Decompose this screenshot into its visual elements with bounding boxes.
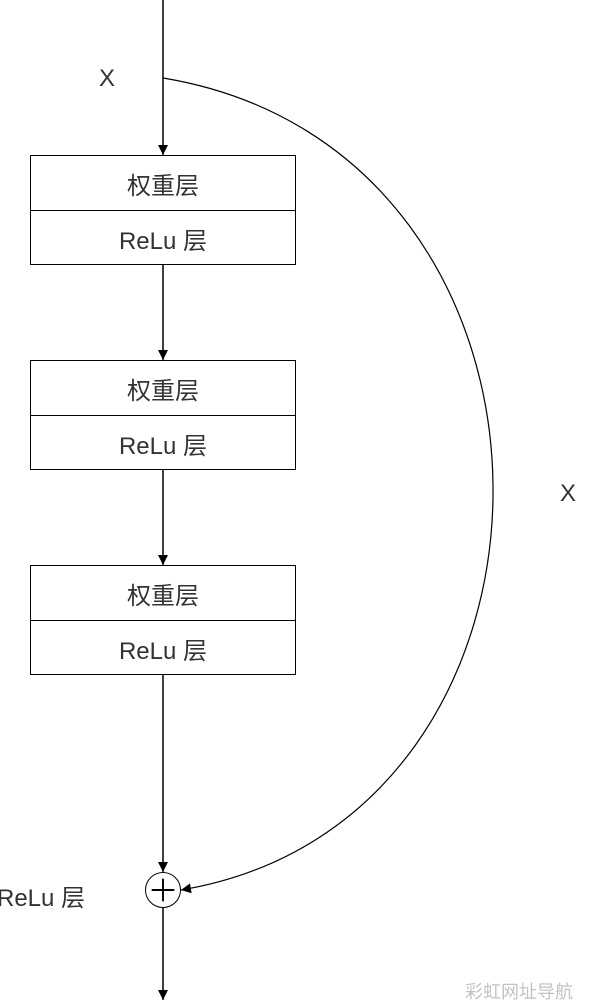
add-node xyxy=(145,872,181,908)
layer-cell: 权重层 xyxy=(31,361,295,416)
layer-cell: ReLu 层 xyxy=(31,211,295,266)
layer-cell: ReLu 层 xyxy=(31,621,295,676)
layer-block: 权重层ReLu 层 xyxy=(30,360,296,470)
watermark-text: 彩虹网址导航 xyxy=(465,978,573,1004)
label-x-input: X xyxy=(99,65,115,93)
layer-cell: 权重层 xyxy=(31,156,295,211)
label-relu-output: ReLu 层 xyxy=(0,878,85,913)
layer-cell: 权重层 xyxy=(31,566,295,621)
label-x-skip: X xyxy=(560,480,576,508)
layer-block: 权重层ReLu 层 xyxy=(30,565,296,675)
layer-block: 权重层ReLu 层 xyxy=(30,155,296,265)
layer-cell: ReLu 层 xyxy=(31,416,295,471)
diagram-svg xyxy=(0,0,604,1000)
plus-icon xyxy=(146,873,180,907)
